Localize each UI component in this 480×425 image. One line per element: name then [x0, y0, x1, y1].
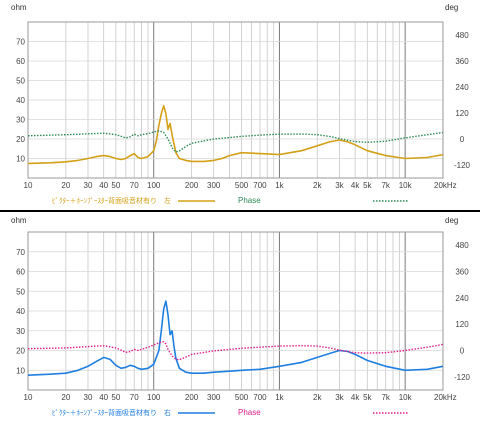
- x-tick-label: 30: [84, 393, 93, 402]
- x-tick-label: 700: [253, 181, 267, 190]
- x-tick-label: 70: [130, 181, 139, 190]
- x-tick-label: 3k: [335, 181, 344, 190]
- x-tick-label: 500: [235, 393, 249, 402]
- y-left-tick-label: 20: [16, 135, 25, 144]
- y-left-tick-label: 30: [16, 116, 25, 125]
- legend: ﾋﾟｸﾀｰ＋ﾎｰﾝﾌﾟｰｽﾀｰ背面吸音材有り 左 Phase: [52, 196, 408, 205]
- phase-line: [27, 130, 444, 153]
- x-tick-label: 10k: [399, 181, 413, 190]
- x-tick-label: 1k: [275, 393, 284, 402]
- x-tick-label: 40: [99, 181, 108, 190]
- impedance-line: [27, 105, 444, 165]
- x-tick-label: 20kHz: [434, 393, 457, 402]
- y-right-tick-label: 480: [455, 31, 469, 40]
- x-tick-label: 7k: [381, 181, 390, 190]
- x-tick-label: 3k: [335, 393, 344, 402]
- y-left-tick-label: 70: [16, 38, 25, 47]
- x-tick-label: 20: [61, 181, 70, 190]
- y-right-tick-label: 120: [455, 320, 469, 329]
- y-right-tick-label: 480: [455, 241, 469, 250]
- y-right-tick-label: 240: [455, 83, 469, 92]
- y-left-tick-label: 10: [16, 366, 25, 375]
- x-tick-label: 1k: [275, 181, 284, 190]
- legend-phase-label: Phase: [238, 196, 261, 205]
- y-left-tick-label: 50: [16, 287, 25, 296]
- y-left-tick-label: 40: [16, 307, 25, 316]
- y-right-unit-label: deg: [445, 3, 458, 12]
- x-tick-label: 50: [111, 393, 120, 402]
- x-tick-label: 5k: [363, 393, 372, 402]
- x-tick-label: 4k: [351, 181, 360, 190]
- y-left-tick-label: 40: [16, 96, 25, 105]
- y-left-tick-label: 30: [16, 327, 25, 336]
- x-tick-label: 30: [84, 181, 93, 190]
- y-right-tick-label: 360: [455, 268, 469, 277]
- legend: ﾋﾟｸﾀｰ＋ﾎｰﾝﾌﾟｰｽﾀｰ背面吸音材有り 右 Phase: [52, 408, 408, 417]
- x-tick-label: 10: [24, 181, 33, 190]
- y-left-unit-label: ohm: [11, 3, 27, 12]
- x-tick-label: 4k: [351, 393, 360, 402]
- x-tick-label: 7k: [381, 393, 390, 402]
- y-left-tick-label: 60: [16, 268, 25, 277]
- y-right-tick-label: -120: [454, 373, 471, 382]
- legend-impedance-label: ﾋﾟｸﾀｰ＋ﾎｰﾝﾌﾟｰｽﾀｰ背面吸音材有り 左: [52, 196, 171, 205]
- y-left-tick-label: 50: [16, 77, 25, 86]
- y-right-unit-label: deg: [445, 216, 458, 225]
- plot-border: [27, 21, 444, 179]
- x-tick-label: 100: [147, 393, 161, 402]
- x-tick-label: 10: [24, 393, 33, 402]
- x-tick-label: 200: [185, 393, 199, 402]
- x-tick-label: 2k: [313, 181, 322, 190]
- x-tick-label: 50: [111, 181, 120, 190]
- legend-impedance-label: ﾋﾟｸﾀｰ＋ﾎｰﾝﾌﾟｰｽﾀｰ背面吸音材有り 右: [52, 408, 171, 417]
- y-right-tick-label: 240: [455, 294, 469, 303]
- y-right-tick-label: 0: [460, 135, 465, 144]
- y-right-tick-label: 0: [460, 347, 465, 356]
- y-right-tick-label: -120: [454, 161, 471, 170]
- y-left-tick-label: 10: [16, 155, 25, 164]
- x-tick-label: 40: [99, 393, 108, 402]
- x-tick-label: 300: [207, 393, 221, 402]
- plot-border: [27, 231, 444, 391]
- x-tick-label: 300: [207, 181, 221, 190]
- legend-phase-label: Phase: [238, 408, 261, 417]
- x-tick-label: 100: [147, 181, 161, 190]
- y-left-unit-label: ohm: [11, 216, 27, 225]
- impedance-line: [27, 300, 444, 376]
- x-tick-label: 70: [130, 393, 139, 402]
- y-left-tick-label: 70: [16, 248, 25, 257]
- x-tick-label: 20: [61, 393, 70, 402]
- y-left-tick-label: 60: [16, 57, 25, 66]
- x-tick-label: 10k: [399, 393, 413, 402]
- grid: [27, 22, 444, 178]
- x-tick-label: 20kHz: [434, 181, 457, 190]
- x-tick-label: 5k: [363, 181, 372, 190]
- y-right-tick-label: 120: [455, 109, 469, 118]
- y-right-tick-label: 360: [455, 57, 469, 66]
- x-tick-label: 200: [185, 181, 199, 190]
- x-tick-label: 2k: [313, 393, 322, 402]
- y-left-tick-label: 20: [16, 347, 25, 356]
- x-tick-label: 700: [253, 393, 267, 402]
- x-tick-label: 500: [235, 181, 249, 190]
